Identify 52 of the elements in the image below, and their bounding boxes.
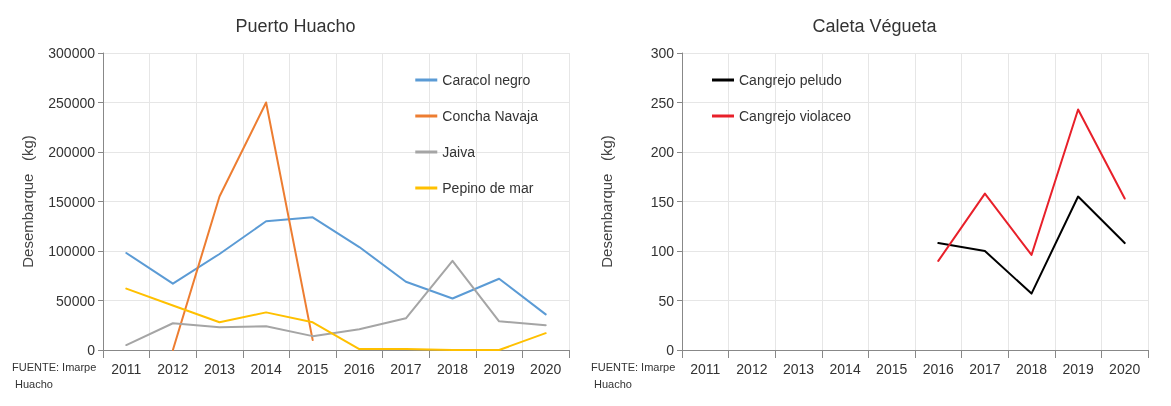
y-tick-label: 0 [87,342,96,358]
line-series [125,259,547,347]
y-axis-title: Desembarque (kg) [19,135,36,268]
x-tick-label: 2018 [436,361,469,377]
x-tick-label: 2020 [1109,361,1141,377]
line-series [125,216,547,316]
legend-label: Cangrejo violaceo [739,108,852,124]
y-tick-label: 200 [650,144,675,160]
line-series [125,287,547,351]
x-tick-label: 2018 [1015,361,1048,377]
y-axis-title: Desembarque (kg) [598,135,615,268]
x-tick-label: 2015 [297,361,329,377]
y-tick-label: 250000 [48,94,96,111]
y-tick-label: 50000 [56,292,96,309]
x-tick-label: 2017 [969,361,1001,377]
y-tick-label: 50 [658,292,675,309]
y-tick-label: 300000 [48,45,96,61]
source-note: FUENTE: Imarpe Huacho [591,360,676,390]
x-tick-label: 2020 [530,361,562,377]
legend-label: Caracol negro [442,72,531,88]
x-tick-label: 2019 [1062,361,1094,377]
x-tick-label: 2019 [483,361,515,377]
y-tick-label: 150000 [48,193,96,210]
x-tick-label: 2016 [343,361,376,377]
line-series [937,195,1126,295]
line-series [171,101,314,351]
x-tick-label: 2017 [390,361,422,377]
x-tick-label: 2013 [203,361,236,377]
legend-label: Pepino de mar [442,180,534,196]
y-tick-label: 300 [650,45,675,61]
legend-label: Jaiva [442,144,476,160]
x-tick-label: 2016 [922,361,955,377]
x-tick-label: 2012 [157,361,189,377]
y-tick-label: 100000 [48,243,96,259]
x-tick-label: 2011 [690,361,721,377]
y-tick-label: 100 [650,243,675,259]
x-tick-label: 2015 [876,361,908,377]
y-tick-label: 150 [650,193,675,210]
chart-title: Puerto Huacho [235,16,356,36]
source-note: FUENTE: Imarpe Huacho [12,360,97,390]
x-tick-label: 2014 [250,361,282,377]
x-tick-label: 2013 [782,361,815,377]
y-tick-label: 250 [650,94,675,111]
x-tick-label: 2011 [111,361,142,377]
x-tick-label: 2014 [829,361,861,377]
legend-label: Cangrejo peludo [739,72,842,88]
y-tick-label: 200000 [48,144,96,160]
x-tick-label: 2012 [736,361,768,377]
y-tick-label: 0 [666,342,675,358]
line-series [937,108,1126,262]
legend-label: Concha Navaja [442,108,539,124]
chart-title: Caleta Végueta [812,16,938,36]
